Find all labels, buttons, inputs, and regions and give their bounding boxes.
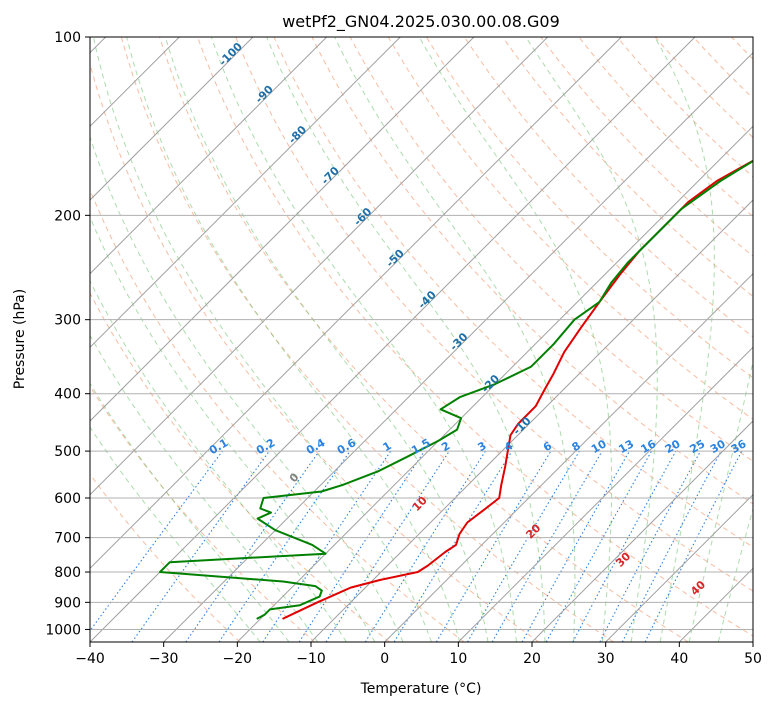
moist-adiabats bbox=[90, 37, 753, 642]
moist-adiabat-line bbox=[126, 37, 461, 642]
isotherm-line bbox=[90, 37, 696, 642]
isotherm-line bbox=[236, 125, 753, 642]
dry-adiabat-line bbox=[90, 473, 241, 642]
x-axis-label: Temperature (°C) bbox=[360, 681, 482, 697]
isotherm-line bbox=[90, 37, 401, 349]
dry-adiabat-line bbox=[159, 37, 689, 642]
mixing-ratio-line bbox=[545, 450, 653, 642]
mixing-ratio-line bbox=[218, 450, 351, 642]
x-tick-label: 10 bbox=[449, 651, 467, 667]
isotherm-line bbox=[163, 51, 753, 642]
mixing-ratio-line bbox=[185, 450, 320, 642]
mixing-ratio-line bbox=[131, 450, 270, 642]
y-axis-label: Pressure (hPa) bbox=[12, 289, 28, 389]
dry-adiabat-line bbox=[120, 37, 614, 642]
x-tick-label: −30 bbox=[149, 651, 179, 667]
isotherm-line bbox=[457, 346, 753, 642]
plot-frame bbox=[89, 36, 754, 643]
dry-adiabat-line bbox=[464, 37, 753, 338]
mixing-ratio-line bbox=[521, 450, 630, 642]
dry-adiabat-line bbox=[90, 62, 540, 642]
isotherm-line bbox=[90, 37, 475, 422]
isotherm-line bbox=[531, 420, 753, 642]
isotherm-line bbox=[605, 493, 753, 642]
isotherm-line bbox=[90, 37, 549, 496]
y-tick-label: 700 bbox=[54, 531, 81, 547]
moist-adiabat-line bbox=[266, 37, 546, 642]
mixing-ratio-line bbox=[644, 450, 743, 642]
moist-adiabat-line bbox=[92, 37, 432, 642]
moist-adiabat-line bbox=[654, 37, 715, 642]
profile-line-0 bbox=[282, 159, 753, 620]
x-tick-label: −40 bbox=[75, 651, 105, 667]
y-tick-label: 100 bbox=[54, 30, 81, 46]
mixing-ratio-line bbox=[393, 450, 513, 642]
mixing-ratio-line bbox=[325, 450, 450, 642]
x-tick-label: 40 bbox=[670, 651, 688, 667]
chart-title: wetPf2_GN04.2025.030.00.08.G09 bbox=[282, 12, 560, 32]
dry-adiabat-line bbox=[90, 188, 465, 642]
isotherm-line bbox=[90, 37, 328, 275]
x-tick-label: 30 bbox=[597, 651, 615, 667]
x-tick-label: −20 bbox=[223, 651, 253, 667]
isotherm-line bbox=[90, 37, 622, 570]
y-tick-label: 1000 bbox=[45, 622, 81, 638]
dry-adiabat-line bbox=[311, 37, 753, 505]
mixing-ratio-line bbox=[572, 450, 677, 642]
moist-adiabat-line bbox=[90, 135, 404, 642]
moist-adiabat-line bbox=[90, 426, 261, 642]
y-tick-label: 500 bbox=[54, 444, 81, 460]
isotherm-line bbox=[384, 272, 753, 642]
moist-adiabat-line bbox=[90, 382, 290, 642]
mixing-ratio-line bbox=[298, 450, 425, 642]
isotherm-line bbox=[310, 199, 753, 642]
profile-line-1 bbox=[159, 159, 753, 620]
moist-adiabat-line bbox=[210, 37, 517, 642]
y-tick-label: 300 bbox=[54, 313, 81, 329]
x-tick-label: 50 bbox=[744, 651, 762, 667]
plot-area: -100-90-80-70-60-50-40-30-20-10 0.1 0.2 0.… bbox=[90, 37, 753, 642]
x-tick-label: 0 bbox=[380, 651, 389, 667]
mixing-ratio-line bbox=[90, 450, 223, 632]
isobar-gridlines bbox=[90, 37, 753, 630]
profile-series bbox=[159, 159, 753, 620]
y-tick-label: 800 bbox=[54, 565, 81, 581]
isotherm-line bbox=[90, 37, 254, 201]
dry-adiabats bbox=[90, 37, 753, 642]
moist-adiabat-line bbox=[164, 37, 489, 642]
mixing-ratio-line bbox=[262, 450, 392, 642]
y-tick-label: 900 bbox=[54, 595, 81, 611]
y-tick-label: 200 bbox=[54, 208, 81, 224]
y-tick-label: 600 bbox=[54, 491, 81, 507]
x-tick-label: 20 bbox=[523, 651, 541, 667]
moist-adiabat-line bbox=[334, 37, 576, 642]
x-tick-label: −10 bbox=[296, 651, 326, 667]
dry-adiabat-line bbox=[90, 292, 390, 642]
y-tick-label: 400 bbox=[54, 387, 81, 403]
mixing-ratio-lines bbox=[90, 450, 743, 642]
y-axis-ticks: 100 200 300 400 500 600 700 800 900 1000 bbox=[45, 30, 90, 638]
skewed-isotherms bbox=[90, 37, 753, 642]
moist-adiabat-line bbox=[525, 37, 658, 642]
moist-adiabat-line bbox=[90, 215, 376, 642]
dry-adiabat-line bbox=[235, 37, 753, 592]
dry-adiabat-line bbox=[273, 37, 753, 548]
dry-adiabat-line bbox=[349, 37, 753, 462]
x-axis-ticks: −40 −30 −20 −10 0 10 20 30 40 50 bbox=[75, 642, 762, 667]
moist-adiabat-line bbox=[90, 334, 319, 642]
moist-adiabat-line bbox=[418, 37, 613, 642]
